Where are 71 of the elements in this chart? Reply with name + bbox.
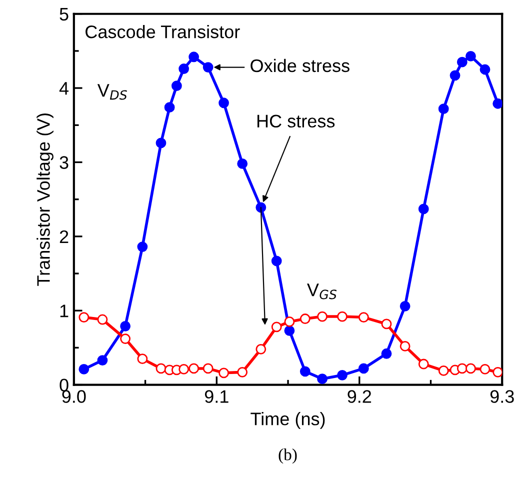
point (178, 64, 190, 74)
point (438, 104, 449, 114)
point (156, 138, 166, 148)
point (381, 348, 392, 359)
y-tick-label: 0 (60, 378, 68, 392)
point (218, 98, 229, 108)
point (137, 242, 148, 252)
point (466, 363, 476, 374)
point (400, 341, 410, 352)
y-tick-label: 1 (60, 304, 68, 318)
point (202, 363, 214, 374)
point (438, 365, 449, 376)
point (164, 102, 175, 113)
point (337, 311, 348, 322)
point (178, 364, 190, 374)
point (317, 311, 328, 322)
point (284, 325, 295, 336)
point (300, 366, 310, 377)
text: (b) (278, 448, 297, 464)
point (492, 366, 502, 378)
point (400, 300, 410, 312)
point (284, 316, 295, 327)
point (456, 56, 468, 68)
text: V$_{DS}$ (97, 84, 127, 100)
x-tick-label: 9.0 (62, 390, 86, 403)
point (156, 363, 166, 374)
y-tick-label: 5 (60, 8, 68, 21)
series-label: V$_{GS}$ (307, 284, 337, 300)
point (492, 98, 502, 109)
point (97, 314, 108, 325)
x-tick-label: 9.3 (490, 390, 514, 403)
point (456, 363, 468, 374)
x-tick-label: 9.2 (348, 390, 372, 403)
point (97, 355, 108, 366)
annotation: Cascode Transistor (86, 24, 240, 38)
point (202, 62, 214, 72)
point (271, 256, 282, 266)
point (78, 312, 90, 322)
point (188, 52, 200, 62)
point (237, 366, 248, 378)
y-tick-label: 4 (59, 82, 69, 95)
point (466, 50, 476, 62)
point (358, 363, 369, 374)
x-axis-title: Time (ns) (250, 412, 325, 429)
annotation: HC stress (257, 114, 335, 128)
annotation: Oxide stress (250, 58, 350, 72)
point (418, 204, 429, 214)
point (120, 320, 131, 332)
point (381, 318, 392, 330)
point (137, 354, 148, 364)
point (450, 70, 460, 81)
y-tick-label: 2 (60, 230, 68, 243)
point (188, 363, 200, 374)
point (337, 370, 348, 380)
point (480, 64, 490, 75)
point (171, 80, 182, 92)
point (237, 158, 248, 169)
point (218, 368, 229, 378)
point (256, 202, 266, 213)
point (300, 314, 310, 324)
y-axis-title: Transistor Voltage (V) (36, 113, 54, 286)
point (256, 344, 266, 354)
point (78, 364, 90, 374)
x-tick-label: 9.1 (204, 390, 228, 403)
point (418, 358, 429, 370)
point (480, 364, 490, 374)
point (120, 334, 131, 344)
y-tick-label: 3 (60, 156, 68, 169)
point (317, 374, 328, 384)
point (271, 322, 282, 332)
point (358, 312, 369, 322)
